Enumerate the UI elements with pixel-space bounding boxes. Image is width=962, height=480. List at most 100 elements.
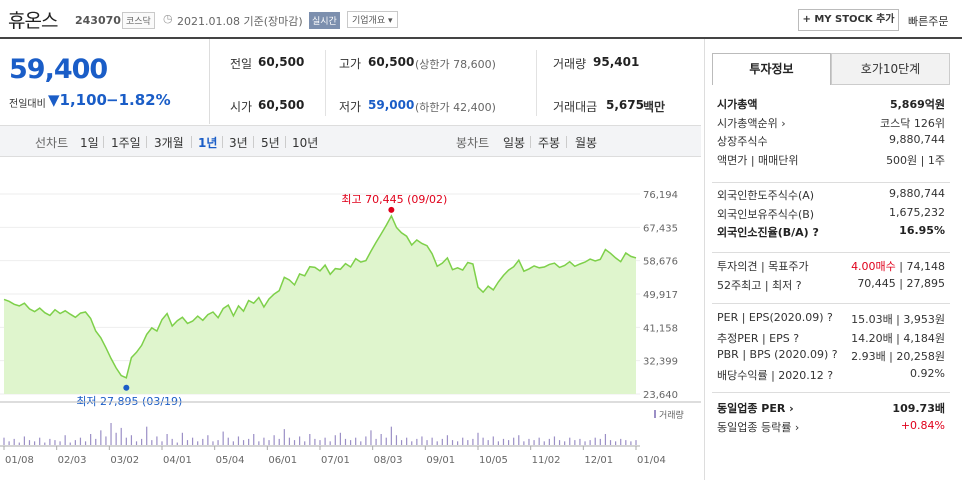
info-value: 70,445 | 27,895 <box>857 276 945 290</box>
x-tick-label: 04/01 <box>163 455 192 466</box>
volume-bar <box>197 441 199 445</box>
volume-bar <box>513 437 515 445</box>
add-mystock-button[interactable]: + MY STOCK 추가 <box>798 9 899 31</box>
chart-tab-bar <box>0 125 701 157</box>
volume-bar <box>212 441 214 445</box>
tab-1d[interactable]: 1일 <box>80 136 99 150</box>
volume-bar <box>523 441 525 445</box>
volume-bar <box>44 442 46 445</box>
volume-bar <box>630 441 632 445</box>
volume-bar <box>487 440 489 445</box>
stock-name[interactable]: 휴온스 <box>8 10 58 32</box>
info-value: 1,675,232 <box>889 205 945 219</box>
tab-hoga-10[interactable]: 호가10단계 <box>831 53 950 85</box>
info-value: 4.00매수 | 74,148 <box>851 260 945 273</box>
volume-bar <box>217 440 219 445</box>
volume-bar <box>28 440 31 445</box>
change-rate: −1.82% <box>106 91 171 109</box>
info-row: 동일업종 등락률 › +0.84% <box>717 419 945 435</box>
volume-bar <box>365 436 367 445</box>
info-divider <box>712 182 950 183</box>
volume-legend-swatch <box>654 410 656 418</box>
info-row: 외국인소진율(B/A) ? 16.95% <box>717 224 945 240</box>
volume-bar <box>472 438 474 445</box>
x-tick-label: 02/03 <box>58 455 87 466</box>
info-label: 시가총액 <box>717 98 758 111</box>
info-label: 시가총액순위 › <box>717 116 786 130</box>
right-panel <box>704 39 962 480</box>
volume-bar <box>100 430 102 445</box>
high-label: 고가 <box>339 57 362 71</box>
open-label: 시가 <box>230 100 253 114</box>
x-tick-label: 11/02 <box>532 455 561 466</box>
low-annotation: 최저 27,895 (03/19) <box>76 395 182 408</box>
y-tick-label: 67,435 <box>643 223 678 234</box>
clock-icon: ◷ <box>163 12 173 25</box>
volume-bar <box>518 435 520 445</box>
volume-bar <box>237 436 240 445</box>
price-chart[interactable]: 76,194 67,435 58,676 49,917 41,158 32,399 23,6… <box>0 158 701 480</box>
volume-bar <box>156 436 158 445</box>
volume-bar <box>385 437 387 445</box>
x-tick-label: 05/04 <box>216 455 245 466</box>
volume-bar <box>426 440 428 445</box>
info-row: 상장주식수 9,880,744 <box>717 133 945 149</box>
x-tick-label: 06/01 <box>268 455 297 466</box>
volume-bar <box>304 441 306 445</box>
volume-bar <box>258 441 260 445</box>
volume-bar <box>528 438 530 445</box>
volume-bar <box>293 440 296 445</box>
volume-bar <box>90 434 92 445</box>
info-value: 코스닥 126위 <box>880 116 945 130</box>
volume-bar <box>222 431 224 445</box>
info-row: PER | EPS(2020.09) ? 15.03배 | 3,953원 <box>717 311 945 327</box>
tab-10y[interactable]: 10년 <box>292 136 319 150</box>
change-label: 전일대비 <box>9 99 46 110</box>
info-label: PER | EPS(2020.09) ? <box>717 311 833 324</box>
volume-bar <box>79 437 82 445</box>
info-row: 52주최고 | 최저 ? 70,445 | 27,895 <box>717 277 945 293</box>
volume-bar <box>421 436 423 445</box>
open-value: 60,500 <box>258 98 305 112</box>
volume-bar <box>604 434 607 445</box>
volume-bar <box>446 435 449 445</box>
x-tick-label: 08/03 <box>374 455 403 466</box>
tab-daily[interactable]: 일봉 <box>503 136 526 150</box>
tab-1y[interactable]: 1년 <box>198 136 218 150</box>
info-row: 외국인한도주식수(A) 9,880,744 <box>717 187 945 203</box>
tab-monthly[interactable]: 월봉 <box>575 136 598 150</box>
volume-bar <box>594 437 596 445</box>
info-value: 2.93배 | 20,258원 <box>851 350 945 363</box>
volume-bar <box>492 436 494 445</box>
company-overview-dropdown[interactable]: 기업개요 ▾ <box>347 11 398 28</box>
volume-bar <box>380 434 382 445</box>
tab-invest-info[interactable]: 투자정보 <box>712 53 831 85</box>
info-label: 액면가 | 매매단위 <box>717 153 799 167</box>
tab-separator <box>146 136 147 148</box>
prev-close-label: 전일 <box>230 57 253 71</box>
volume-bar <box>390 426 392 445</box>
volume-bar <box>615 441 617 445</box>
tab-5y[interactable]: 5년 <box>261 136 280 150</box>
volume-bar <box>441 438 443 445</box>
info-row: 동일업종 PER › 109.73배 <box>717 400 945 416</box>
volume-bar <box>273 435 275 445</box>
volume-bar <box>370 430 372 445</box>
volume-bar <box>18 442 20 445</box>
volume-bar <box>558 440 561 445</box>
volume-bar <box>8 441 10 445</box>
amount-unit: 백만 <box>643 100 666 114</box>
volume-bar <box>39 437 41 445</box>
info-divider <box>712 392 950 393</box>
info-label: 투자의견 | 목표주가 <box>717 260 809 273</box>
tab-weekly[interactable]: 주봉 <box>538 136 561 150</box>
lower-limit: (하한가 42,400) <box>415 101 496 114</box>
volume-bar <box>13 438 15 445</box>
quick-order-button[interactable]: 빠른주문 <box>908 15 949 28</box>
tab-3y[interactable]: 3년 <box>229 136 248 150</box>
tab-1w[interactable]: 1주일 <box>111 136 141 150</box>
tab-3m[interactable]: 3개월 <box>154 136 184 150</box>
live-badge[interactable]: 실시간 <box>309 12 340 29</box>
volume-bar <box>186 440 189 445</box>
volume-bar <box>130 435 133 445</box>
